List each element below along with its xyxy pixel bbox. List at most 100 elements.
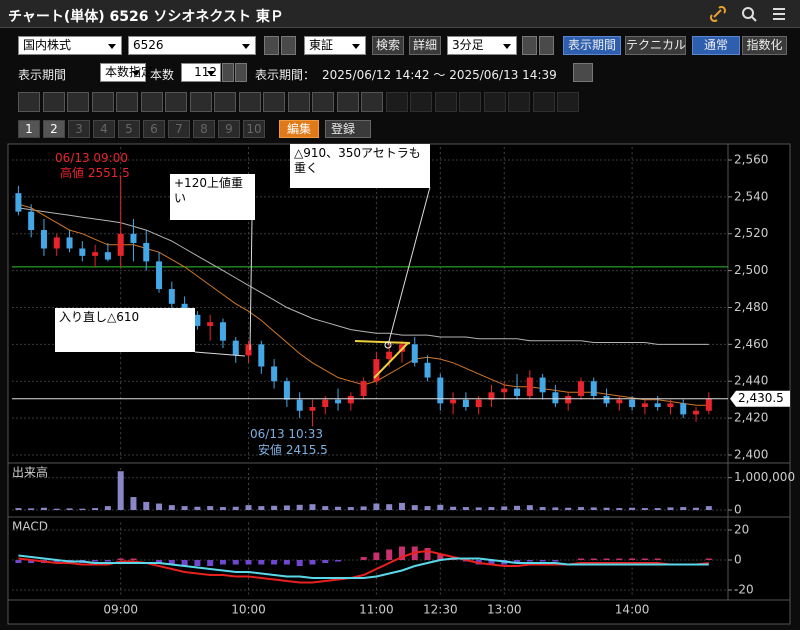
code-input[interactable]: 6526	[128, 36, 256, 55]
histogram-bar	[15, 560, 22, 563]
y-tick-label: 2,480	[734, 300, 768, 314]
next-button[interactable]	[281, 36, 296, 55]
tool-button[interactable]	[140, 92, 163, 112]
tool-button[interactable]	[385, 92, 408, 112]
callout: △910、350アセトラも重く	[290, 144, 430, 188]
tool-button[interactable]	[287, 92, 310, 112]
histogram-bar	[577, 558, 584, 560]
detail-button[interactable]: 詳細	[409, 36, 441, 55]
period-button[interactable]: 表示期間	[563, 36, 621, 55]
tab-button[interactable]: 6	[143, 120, 165, 138]
candle-body	[156, 261, 163, 290]
prev-button[interactable]	[264, 36, 279, 55]
volume-bar	[232, 506, 239, 510]
prev-button[interactable]	[522, 36, 537, 55]
histogram-bar	[526, 560, 533, 562]
candle-body	[680, 403, 687, 415]
tool-button[interactable]	[238, 92, 261, 112]
tool-button[interactable]	[434, 92, 457, 112]
tool-button[interactable]	[459, 92, 481, 112]
candle-body	[411, 344, 418, 363]
register-button[interactable]: 登録	[325, 120, 371, 138]
tool-button[interactable]	[361, 92, 383, 112]
tool-button[interactable]	[336, 92, 359, 112]
line	[18, 549, 709, 584]
candle-body	[258, 344, 265, 367]
volume-bar	[475, 507, 482, 510]
histogram-bar	[603, 558, 610, 560]
histogram-bar	[53, 560, 60, 563]
candle-body	[296, 399, 303, 411]
tab-button[interactable]: 5	[118, 120, 140, 138]
count-input[interactable]: 112	[181, 63, 221, 82]
tool-button[interactable]	[214, 92, 236, 112]
histogram-bar	[539, 560, 546, 562]
candle-body	[514, 388, 521, 396]
histogram-bar	[705, 558, 712, 560]
candle-body	[207, 322, 214, 326]
market-select[interactable]: 国内株式	[18, 36, 122, 55]
title-icons[interactable]	[710, 6, 790, 22]
interval-select[interactable]: 3分足	[447, 36, 517, 55]
histogram-bar	[398, 546, 405, 560]
tab-button[interactable]: 8	[193, 120, 215, 138]
tab-button[interactable]: 9	[218, 120, 240, 138]
technical-button[interactable]: テクニカル	[625, 36, 686, 55]
volume-bar	[296, 504, 303, 510]
tool-button[interactable]	[508, 92, 530, 112]
tool-button[interactable]	[532, 92, 555, 112]
mode-select[interactable]: 本数指定	[100, 63, 153, 82]
tool-button[interactable]	[312, 92, 334, 112]
tab-button[interactable]: 3	[68, 120, 90, 138]
tool-button[interactable]	[165, 92, 187, 112]
range: 2025/06/12 14:42 ～ 2025/06/13 14:39	[322, 68, 557, 82]
tool-button[interactable]	[42, 92, 65, 112]
tab-button[interactable]: 10	[243, 120, 265, 138]
volume-bar	[104, 506, 111, 510]
volume-bar	[181, 506, 188, 510]
tab-button[interactable]: 1	[18, 120, 40, 138]
spin-down[interactable]	[222, 63, 234, 82]
tab-button[interactable]: 4	[93, 120, 115, 138]
histogram-bar	[207, 560, 214, 566]
candle-body	[66, 237, 73, 249]
histogram-bar	[437, 554, 444, 560]
next-button[interactable]	[539, 36, 554, 55]
y-tick-label: -20	[734, 583, 754, 597]
candle-body	[603, 395, 610, 404]
tool-button[interactable]	[483, 92, 506, 112]
tool-button[interactable]	[18, 92, 40, 112]
index-button[interactable]: 指数化	[742, 36, 787, 55]
volume-bar	[347, 507, 354, 510]
histogram-bar	[245, 560, 252, 565]
tool-button[interactable]	[410, 92, 432, 112]
candle-body	[283, 381, 290, 400]
tool-button[interactable]	[67, 92, 89, 112]
volume-bar	[424, 506, 431, 510]
edit-button[interactable]: 編集	[279, 120, 319, 138]
normal-button[interactable]: 通常	[692, 36, 740, 55]
tool-button[interactable]	[189, 92, 212, 112]
refresh-button[interactable]	[573, 63, 593, 82]
search-button[interactable]: 検索	[372, 36, 404, 55]
candle-body	[245, 344, 252, 356]
tool-button[interactable]	[116, 92, 138, 112]
last-price-label: 2,430.5	[738, 391, 784, 405]
histogram-bar	[156, 560, 163, 563]
tab-button[interactable]: 2	[43, 120, 65, 138]
tool-button[interactable]	[263, 92, 285, 112]
candle-body	[28, 211, 35, 231]
volume-bar	[629, 507, 636, 510]
tab-button[interactable]: 7	[168, 120, 190, 138]
volume-bar	[207, 506, 214, 510]
spin-up[interactable]	[235, 63, 247, 82]
exchange-select[interactable]: 東証	[304, 36, 366, 55]
volume-bar	[143, 501, 150, 510]
volume-bar	[258, 506, 265, 510]
candle-body	[577, 381, 584, 396]
histogram-bar	[130, 558, 137, 560]
histogram-bar	[424, 548, 431, 560]
tool-button[interactable]	[557, 92, 579, 112]
tool-button[interactable]	[91, 92, 114, 112]
